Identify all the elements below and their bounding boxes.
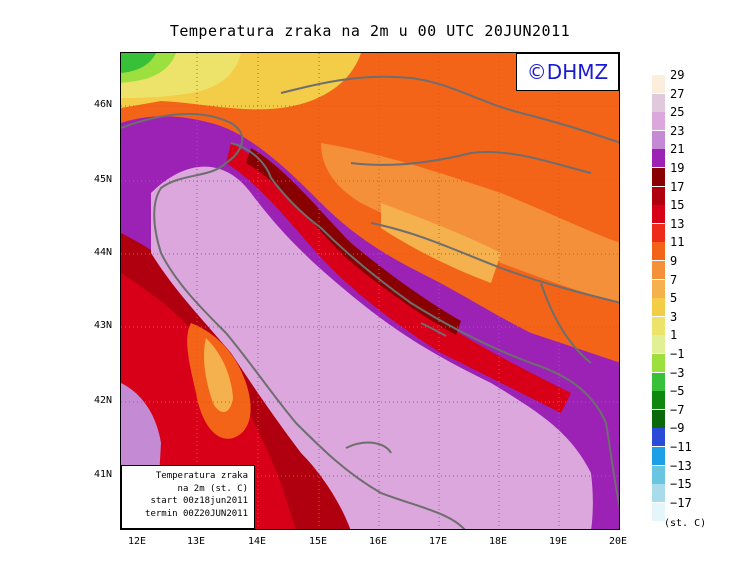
- legend-swatch: [652, 130, 665, 149]
- lat-label: 41N: [93, 469, 112, 480]
- legend-swatch: [652, 391, 665, 410]
- legend-label: −13: [670, 458, 692, 473]
- lon-label: 17E: [428, 536, 448, 547]
- legend-swatch: [652, 465, 665, 484]
- legend-swatch: [652, 354, 665, 372]
- lat-label: 43N: [93, 320, 112, 331]
- legend-swatch: [652, 298, 665, 317]
- info-line: na 2m (st. C): [177, 483, 248, 494]
- lat-label: 44N: [93, 247, 112, 258]
- legend-swatch: [652, 112, 665, 131]
- legend-label: 29: [670, 68, 685, 82]
- lon-label: 14E: [247, 536, 267, 547]
- lon-label: 13E: [186, 536, 206, 547]
- info-line: Temperatura zraka: [155, 471, 248, 481]
- legend-label: −15: [670, 477, 692, 492]
- legend-label: 21: [670, 142, 685, 157]
- lon-label: 15E: [308, 536, 328, 547]
- legend-label: 3: [670, 309, 678, 324]
- info-line: termin 00Z20JUN2011: [145, 508, 248, 519]
- legend-label: 5: [670, 291, 678, 306]
- legend-label: 27: [670, 86, 685, 101]
- lat-label: 42N: [93, 395, 112, 406]
- legend-label: −7: [670, 402, 685, 417]
- legend-label: −3: [670, 365, 685, 380]
- legend-label: 23: [670, 123, 685, 138]
- legend-swatch: [652, 186, 665, 205]
- legend-swatch: [652, 502, 665, 521]
- lon-label: 20E: [608, 536, 628, 547]
- legend-label: 15: [670, 198, 685, 213]
- legend-swatch: [652, 428, 665, 447]
- legend-swatch: [652, 372, 665, 391]
- lon-label: 12E: [127, 536, 147, 547]
- info-box: Temperatura zraka na 2m (st. C) start 00…: [121, 465, 255, 529]
- legend-swatch: [652, 261, 665, 279]
- dhmz-logo: ©DHMZ: [516, 53, 619, 91]
- legend-swatch: [652, 75, 665, 93]
- legend-swatch: [652, 168, 665, 186]
- legend-label: 17: [670, 179, 685, 194]
- info-line: start 00z18jun2011: [150, 496, 248, 507]
- legend-swatch: [652, 205, 665, 224]
- legend-label: 1: [670, 328, 678, 343]
- legend-swatch: [652, 223, 665, 242]
- legend-label: −1: [670, 347, 685, 361]
- legend-swatch: [652, 409, 665, 428]
- legend-label: 11: [670, 235, 685, 250]
- lon-label: 16E: [368, 536, 388, 547]
- lon-label: 19E: [548, 536, 568, 547]
- legend-label: 7: [670, 272, 678, 287]
- legend-unit: (st. C): [664, 518, 707, 529]
- legend-swatch: [652, 316, 665, 335]
- map-title: Temperatura zraka na 2m u 00 UTC 20JUN20…: [169, 22, 571, 40]
- temperature-map: [120, 52, 620, 530]
- legend-swatch: [652, 279, 665, 298]
- legend-label: 25: [670, 105, 685, 120]
- legend-label: −9: [670, 421, 685, 436]
- legend-swatch: [652, 335, 665, 354]
- legend-swatch: [652, 149, 665, 168]
- legend-swatch: [652, 242, 665, 261]
- map-field: [121, 53, 619, 529]
- lon-label: 18E: [488, 536, 508, 547]
- legend-label: 19: [670, 161, 685, 175]
- legend-label: 9: [670, 254, 678, 268]
- lat-label: 45N: [93, 174, 112, 185]
- legend-swatch: [652, 484, 665, 503]
- legend-swatch: [652, 93, 665, 112]
- legend-label: −11: [670, 440, 692, 454]
- legend-label: 13: [670, 216, 685, 231]
- legend-label: −17: [670, 495, 692, 510]
- legend-swatch: [652, 447, 665, 465]
- lat-label: 46N: [93, 99, 112, 110]
- legend-label: −5: [670, 384, 685, 399]
